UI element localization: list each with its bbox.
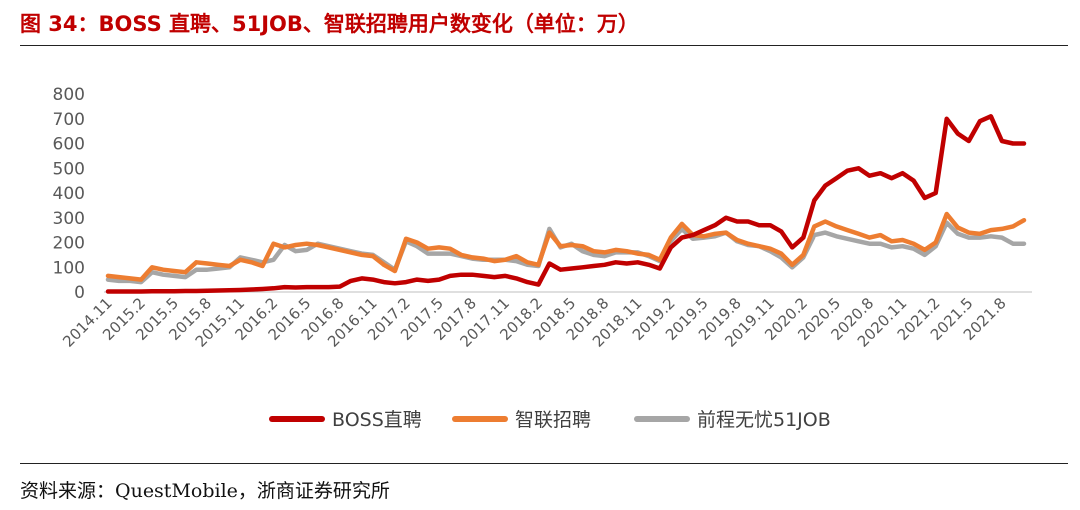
series-line-1 xyxy=(105,211,1027,282)
chart-title: 图 34：BOSS 直聘、51JOB、智联招聘用户数变化（单位：万） xyxy=(20,12,639,36)
x-axis-ticks: 2014.112015.22015.52015.82015.112016.220… xyxy=(59,294,1010,351)
legend-label: 智联招聘 xyxy=(515,409,591,431)
source-rule xyxy=(20,463,1068,464)
y-tick-label: 800 xyxy=(53,85,85,105)
series-line-2 xyxy=(105,220,1027,285)
y-tick-label: 700 xyxy=(53,110,85,130)
y-tick-label: 400 xyxy=(53,184,85,204)
y-tick-label: 0 xyxy=(74,283,85,303)
y-tick-label: 600 xyxy=(53,135,85,155)
y-tick-label: 300 xyxy=(53,209,85,229)
y-tick-label: 100 xyxy=(53,258,85,278)
y-axis-ticks: 0 100 200 300 400 500 600 700 800 xyxy=(53,85,85,303)
title-rule xyxy=(20,45,1068,46)
series-lines xyxy=(105,114,1027,294)
legend-label: BOSS直聘 xyxy=(332,409,422,431)
y-tick-label: 200 xyxy=(53,234,85,254)
y-tick-label: 500 xyxy=(53,159,85,179)
legend: BOSS直聘 智联招聘 前程无忧51JOB xyxy=(269,409,831,431)
legend-label: 前程无忧51JOB xyxy=(697,409,831,431)
source-note: 资料来源：QuestMobile，浙商证券研究所 xyxy=(20,480,390,502)
series-line-0 xyxy=(105,114,1027,294)
